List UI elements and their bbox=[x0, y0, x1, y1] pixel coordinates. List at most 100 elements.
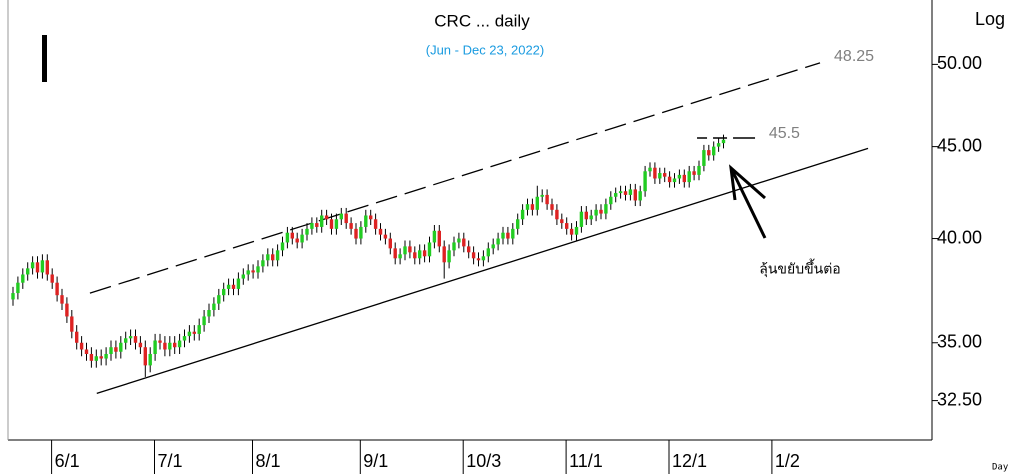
candle-body bbox=[511, 228, 515, 239]
y-tick-label: 45.00 bbox=[937, 135, 982, 155]
candle-body bbox=[481, 256, 486, 261]
candle-body bbox=[50, 274, 54, 283]
candle-body bbox=[496, 238, 500, 245]
x-tick-label: 10/3 bbox=[466, 451, 501, 471]
candle-body bbox=[501, 232, 505, 239]
candle-body bbox=[75, 331, 79, 343]
candle-body bbox=[364, 215, 368, 227]
candle-body bbox=[628, 189, 633, 195]
candle-body bbox=[334, 219, 339, 229]
candle-body bbox=[609, 196, 613, 205]
candle-body bbox=[187, 331, 192, 337]
candle-body bbox=[133, 336, 138, 343]
candle-body bbox=[584, 211, 588, 220]
x-tick-label: 6/1 bbox=[55, 451, 80, 471]
candle-body bbox=[344, 213, 348, 224]
candle-body bbox=[418, 250, 422, 259]
candle-body bbox=[467, 246, 471, 253]
candle-body bbox=[697, 165, 701, 175]
candle-body bbox=[192, 331, 196, 334]
candle-body bbox=[271, 254, 275, 261]
candle-body bbox=[672, 178, 677, 183]
candle-body bbox=[447, 250, 451, 263]
candle-body bbox=[158, 340, 162, 343]
candle-body bbox=[21, 274, 25, 283]
candle-body bbox=[349, 223, 353, 229]
candle-body bbox=[692, 171, 696, 175]
candle-body bbox=[413, 252, 417, 259]
candle-body bbox=[119, 342, 123, 352]
candle-body bbox=[422, 250, 427, 257]
candle-body bbox=[256, 266, 260, 273]
candle-body bbox=[153, 340, 157, 354]
trend-line bbox=[89, 62, 821, 294]
candle-body bbox=[712, 146, 716, 156]
candle-body bbox=[84, 349, 89, 354]
candle-body bbox=[300, 234, 304, 243]
candle-body bbox=[99, 356, 103, 359]
candle-body bbox=[177, 340, 182, 348]
candle-body bbox=[354, 228, 358, 239]
candle-body bbox=[667, 176, 672, 183]
annotation: ลุ้นขยับขึ้นต่อ bbox=[759, 259, 840, 278]
chart-title: CRC ... daily bbox=[434, 11, 530, 30]
candle-body bbox=[16, 282, 20, 294]
candle-body bbox=[550, 204, 554, 210]
candle-body bbox=[594, 209, 598, 216]
candle-body bbox=[202, 316, 206, 326]
candle-body bbox=[315, 223, 319, 227]
candle-body bbox=[378, 228, 383, 235]
arrow-shaft bbox=[731, 171, 767, 239]
x-tick-label: 11/1 bbox=[569, 451, 603, 471]
candle-body bbox=[35, 262, 40, 273]
candle-body bbox=[173, 342, 177, 348]
candle-body bbox=[535, 196, 539, 210]
cursor-marker bbox=[42, 35, 47, 82]
candle-body bbox=[236, 278, 241, 289]
x-tick-label: 8/1 bbox=[256, 451, 281, 471]
candle-body bbox=[104, 353, 108, 359]
period-label: Day bbox=[992, 463, 1009, 473]
candle-body bbox=[457, 238, 461, 243]
candle-body bbox=[408, 246, 412, 253]
candle-body bbox=[60, 295, 64, 304]
candle-body bbox=[604, 204, 608, 214]
candle-body bbox=[677, 174, 682, 179]
candle-body bbox=[638, 191, 642, 201]
x-tick-label: 12/1 bbox=[672, 451, 707, 471]
candle-body bbox=[124, 338, 128, 343]
candle-body bbox=[226, 284, 231, 289]
candle-body bbox=[320, 215, 324, 227]
candle-body bbox=[618, 191, 623, 194]
candle-body bbox=[329, 219, 334, 229]
arrow-head bbox=[729, 164, 766, 201]
candle-body bbox=[540, 194, 544, 197]
candle-body bbox=[222, 288, 226, 296]
candle-body bbox=[280, 242, 285, 251]
candle-body bbox=[246, 270, 250, 275]
candle-body bbox=[462, 238, 466, 247]
candle-body bbox=[471, 252, 476, 259]
candle-body bbox=[65, 303, 69, 317]
candle-body bbox=[574, 226, 579, 235]
candle-body bbox=[476, 258, 481, 261]
candle-body bbox=[633, 189, 637, 201]
candle-body bbox=[11, 293, 15, 300]
candle-body bbox=[182, 336, 187, 341]
candle-body bbox=[138, 342, 143, 348]
x-tick-label: 9/1 bbox=[363, 451, 388, 471]
y-tick-label: 32.50 bbox=[937, 389, 982, 409]
candle-body bbox=[614, 193, 618, 197]
candle-body bbox=[40, 260, 45, 273]
candle-body bbox=[643, 171, 647, 192]
candle-body bbox=[393, 248, 397, 259]
candle-body bbox=[148, 353, 152, 366]
candle-body bbox=[403, 246, 407, 255]
x-tick-label: 1/2 bbox=[775, 451, 800, 471]
candle-body bbox=[569, 228, 574, 235]
candle-body bbox=[383, 234, 388, 239]
candle-body bbox=[565, 223, 569, 229]
candle-body bbox=[716, 143, 721, 147]
candle-body bbox=[599, 209, 603, 214]
candle-body bbox=[452, 242, 456, 251]
